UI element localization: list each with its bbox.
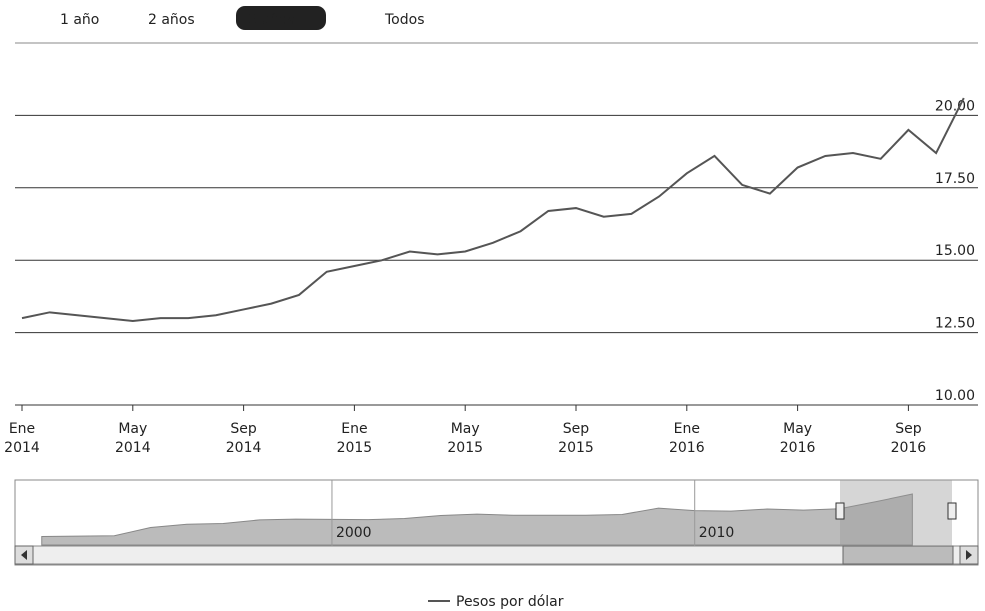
legend-label: Pesos por dólar bbox=[456, 594, 564, 610]
y-tick-label: 17.50 bbox=[935, 171, 975, 187]
y-tick-label: 10.00 bbox=[935, 388, 975, 404]
navigator-area bbox=[41, 493, 913, 546]
arrow-left bbox=[21, 550, 27, 560]
x-tick-part: 2016 bbox=[891, 440, 927, 456]
x-tick-part: May bbox=[118, 421, 147, 437]
x-tick-part: 2014 bbox=[115, 440, 151, 456]
selected-button-bg[interactable] bbox=[236, 6, 326, 30]
navigator-tick-label: 2010 bbox=[699, 525, 735, 541]
x-tick-part: 2016 bbox=[669, 440, 705, 456]
x-tick-part: 2014 bbox=[4, 440, 40, 456]
x-tick-label: Sep 2014 bbox=[226, 421, 262, 456]
price-line bbox=[21, 97, 965, 323]
navigator-frame bbox=[14, 479, 979, 566]
x-tick-label: May 2014 bbox=[115, 421, 151, 456]
x-tick-part: 2016 bbox=[780, 440, 816, 456]
x-tick-part: 2014 bbox=[226, 440, 262, 456]
x-tick-part: 2015 bbox=[447, 440, 483, 456]
x-tick-label: Ene 2015 bbox=[337, 421, 373, 456]
range-button[interactable]: 2 años bbox=[148, 12, 195, 28]
x-tick-part: 2015 bbox=[558, 440, 594, 456]
x-tick-label: Ene 2016 bbox=[669, 421, 705, 456]
y-tick-label: 12.50 bbox=[935, 316, 975, 332]
range-button[interactable]: Todos bbox=[384, 12, 424, 28]
scroll-thumb[interactable] bbox=[842, 545, 954, 565]
arrow-right bbox=[966, 550, 972, 560]
y-tick-label: 15.00 bbox=[935, 243, 975, 259]
navigator-handle[interactable] bbox=[947, 502, 957, 520]
x-tick-part: Ene bbox=[341, 421, 367, 437]
x-tick-part: 2015 bbox=[337, 440, 373, 456]
x-tick-part: Ene bbox=[9, 421, 35, 437]
navigator-window bbox=[840, 480, 952, 546]
x-tick-part: May bbox=[451, 421, 480, 437]
x-tick-part: May bbox=[783, 421, 812, 437]
x-tick-label: Ene 2014 bbox=[4, 421, 40, 456]
x-tick-label: Sep 2016 bbox=[891, 421, 927, 456]
navigator-handle[interactable] bbox=[835, 502, 845, 520]
x-tick-part: Sep bbox=[563, 421, 590, 437]
range-button[interactable]: 3 años bbox=[248, 12, 295, 28]
range-button[interactable]: 1 año bbox=[60, 12, 99, 28]
x-tick-part: Sep bbox=[895, 421, 922, 437]
x-tick-label: Sep 2015 bbox=[558, 421, 594, 456]
navigator-tick-label: 2000 bbox=[336, 525, 372, 541]
x-tick-label: May 2016 bbox=[780, 421, 816, 456]
x-tick-part: Ene bbox=[674, 421, 700, 437]
x-tick-part: Sep bbox=[230, 421, 257, 437]
scrollbar[interactable] bbox=[14, 545, 979, 565]
y-tick-label: 20.00 bbox=[935, 98, 975, 114]
x-tick-label: May 2015 bbox=[447, 421, 483, 456]
